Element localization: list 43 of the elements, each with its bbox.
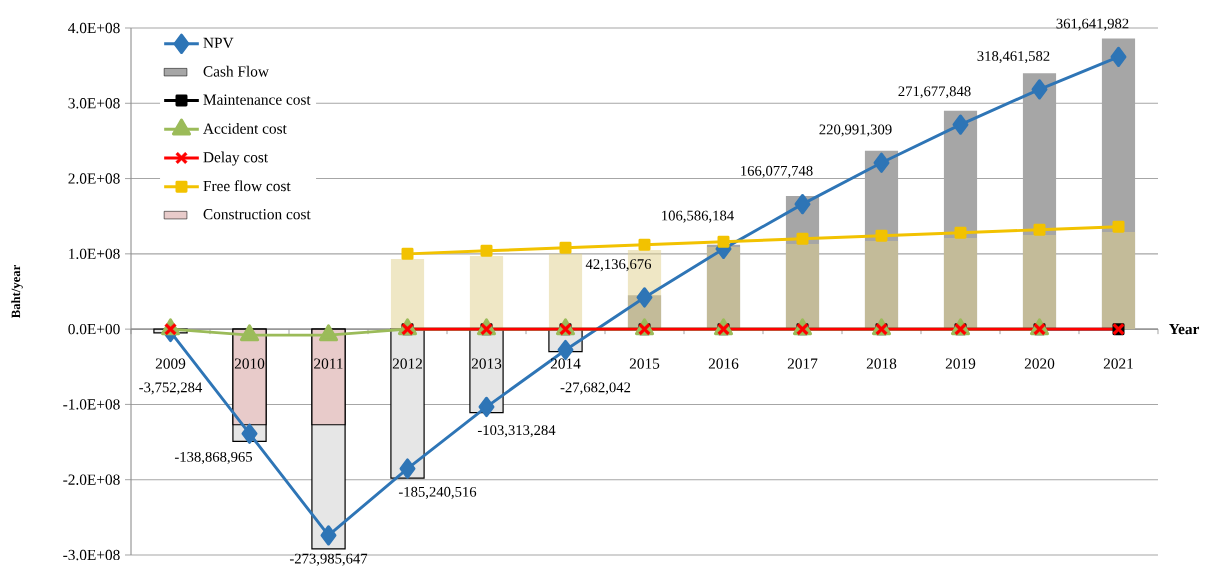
- data-label: 271,677,848: [898, 86, 971, 99]
- x-tick-label: 2009: [155, 358, 186, 369]
- data-label: 166,077,748: [741, 165, 813, 178]
- y-tick-label: 2.0E+08: [68, 173, 120, 184]
- x-tick-label: 2016: [708, 358, 739, 369]
- x-tick-label: 2021: [1103, 358, 1133, 369]
- legend-label: Free flow cost: [203, 180, 291, 192]
- legend-label: Accident cost: [203, 122, 287, 134]
- data-label: 361,641,982: [1056, 18, 1129, 31]
- data-label: -3,752,284: [139, 382, 203, 395]
- x-tick-label: 2020: [1024, 358, 1055, 369]
- data-label: -27,682,042: [560, 382, 631, 395]
- legend-label: Cash Flow: [203, 65, 269, 77]
- x-tick-label: 2013: [471, 358, 502, 369]
- data-label: 106,586,184: [662, 210, 734, 223]
- legend-label: Maintenance cost: [203, 94, 311, 105]
- data-label: -138,868,965: [174, 451, 253, 464]
- x-tick-label: 2015: [629, 358, 660, 369]
- legend-label: Construction cost: [203, 209, 311, 220]
- x-tick-label: 2014: [550, 358, 581, 369]
- data-label: 318,461,582: [977, 51, 1050, 64]
- y-tick-label: 3.0E+08: [68, 98, 120, 109]
- y-tick-label: 1.0E+08: [69, 248, 120, 260]
- x-tick-label: 2017: [787, 358, 818, 369]
- y-tick-label: -2.0E+08: [63, 474, 120, 485]
- y-tick-label: -3.0E+08: [63, 549, 120, 561]
- y-tick-label: -1.0E+08: [63, 399, 120, 410]
- data-label: 42,136,676: [585, 259, 652, 272]
- x-tick-label: 2019: [945, 358, 976, 369]
- y-tick-label: 4.0E+08: [68, 22, 120, 34]
- data-label: 220,991,309: [819, 124, 892, 137]
- x-tick-label: 2012: [392, 358, 422, 369]
- x-tick-label: 2018: [866, 358, 897, 369]
- data-label: -273,985,647: [289, 553, 368, 566]
- x-axis-title: Year: [1168, 324, 1200, 335]
- data-label: -185,240,516: [398, 486, 477, 499]
- y-tick-label: 0.0E+00: [68, 323, 120, 335]
- legend-label: Delay cost: [203, 151, 268, 166]
- legend-label: NPV: [203, 37, 234, 49]
- data-label: -103,313,284: [477, 425, 556, 438]
- x-tick-label: 2010: [234, 358, 265, 369]
- x-tick-label: 2011: [314, 358, 343, 369]
- y-axis-title: Baht/year: [11, 265, 23, 319]
